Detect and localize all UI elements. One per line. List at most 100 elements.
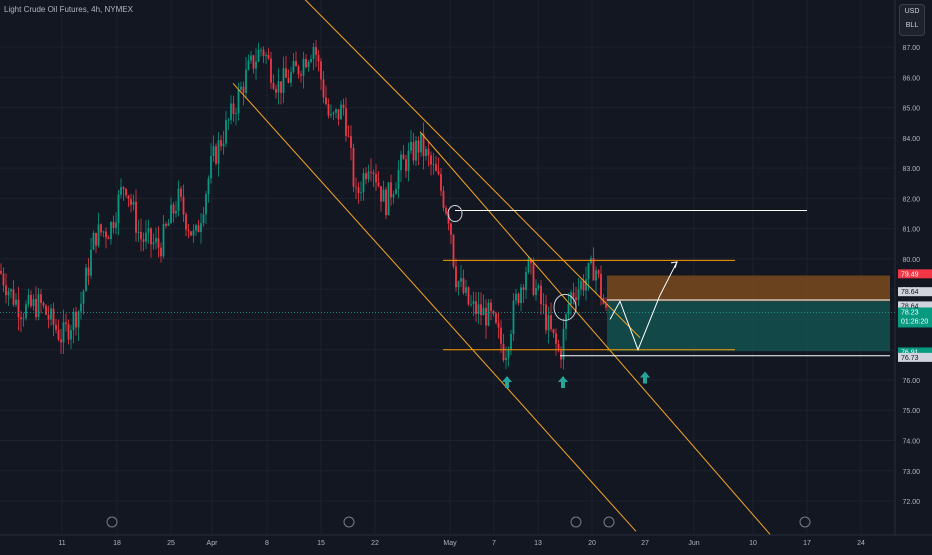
event-icon	[799, 516, 811, 528]
candle-body	[382, 189, 385, 202]
candle-body	[540, 285, 542, 305]
candle-body	[555, 333, 557, 344]
projection-path	[609, 295, 661, 352]
up-arrow-marker	[502, 375, 512, 388]
candle-body	[117, 194, 120, 223]
candle-body	[450, 223, 452, 235]
time-tick-label: 20	[588, 540, 596, 547]
candle-body	[202, 214, 205, 224]
candle-body	[265, 54, 267, 56]
candle-body	[385, 189, 387, 216]
candle-body	[417, 140, 420, 153]
price-tick-label: 81.00	[902, 227, 920, 234]
candle-body	[572, 292, 575, 298]
candle-body	[575, 297, 577, 301]
candle-body	[500, 327, 502, 344]
candle-body	[277, 81, 280, 93]
candle-body	[197, 225, 200, 233]
candle-body	[127, 195, 130, 199]
price-axis-label-bg	[898, 287, 932, 297]
price-axis-label-bg	[898, 301, 932, 311]
candle-body	[475, 301, 477, 315]
highlight-circle	[447, 204, 463, 222]
candle-body	[497, 322, 500, 328]
candle-body	[290, 71, 292, 83]
highlight-circle	[553, 293, 577, 321]
candle-body	[17, 299, 20, 318]
candle-body	[230, 103, 232, 120]
candle-body	[170, 204, 172, 224]
candle-body	[517, 293, 520, 304]
candle-body	[595, 270, 597, 281]
candle-body	[67, 324, 70, 340]
candle-body	[280, 81, 282, 93]
candle-body	[367, 171, 370, 180]
candle-body	[102, 231, 105, 233]
candle-body	[287, 77, 290, 83]
candle-body	[25, 304, 27, 319]
price-tick-label: 73.00	[902, 469, 920, 476]
candle-body	[12, 289, 15, 305]
candle-body	[600, 273, 602, 298]
candle-body	[605, 303, 607, 308]
candle-body	[455, 266, 457, 288]
candle-body	[175, 211, 177, 214]
candle-body	[130, 198, 132, 205]
candle-body	[52, 308, 55, 325]
candle-body	[437, 171, 440, 174]
candle-body	[5, 285, 7, 296]
candle-body	[317, 54, 320, 62]
candle-body	[505, 357, 507, 361]
price-tick-label: 83.00	[902, 166, 920, 173]
price-tick-label: 84.00	[902, 136, 920, 143]
candle-body	[460, 278, 462, 282]
currency-unit-selector[interactable]: USD BLL	[899, 4, 925, 36]
candle-body	[42, 303, 45, 306]
candle-body	[145, 232, 147, 242]
candle-body	[60, 339, 62, 343]
candle-body	[470, 304, 472, 305]
candle-body	[415, 140, 417, 161]
price-axis-label: 76.73	[901, 355, 919, 362]
candle-body	[427, 148, 430, 156]
candle-body	[257, 49, 260, 62]
candle-body	[62, 322, 65, 343]
candle-body	[57, 329, 60, 340]
candle-body	[232, 103, 235, 115]
event-icon	[603, 516, 615, 528]
candle-body	[27, 294, 30, 305]
candle-body	[512, 300, 515, 335]
candle-body	[315, 47, 317, 55]
candle-body	[107, 237, 110, 240]
price-tick-label: 82.00	[902, 196, 920, 203]
candle-body	[390, 182, 392, 198]
candle-body	[480, 304, 482, 316]
candle-body	[37, 294, 40, 318]
candle-body	[200, 223, 202, 233]
candle-body	[332, 112, 335, 114]
candle-body	[180, 188, 182, 197]
candle-body	[147, 228, 150, 233]
candle-body	[190, 231, 192, 236]
candle-body	[15, 299, 17, 305]
candle-body	[425, 148, 427, 156]
candle-body	[325, 97, 327, 105]
event-icon	[570, 516, 582, 528]
candle-body	[92, 232, 95, 250]
projection-arrowhead	[670, 261, 678, 269]
price-axis-label-bg	[898, 347, 932, 357]
candle-body	[557, 343, 560, 351]
candle-body	[302, 58, 305, 76]
candle-body	[192, 230, 195, 236]
price-tick-label: 80.00	[902, 257, 920, 264]
price-tick-label: 75.00	[902, 408, 920, 415]
candle-body	[440, 173, 442, 191]
candle-body	[592, 258, 595, 281]
candle-body	[205, 194, 207, 215]
candle-body	[177, 188, 180, 212]
candle-body	[292, 61, 295, 72]
candle-body	[375, 174, 377, 183]
time-tick-label: 18	[113, 540, 121, 547]
